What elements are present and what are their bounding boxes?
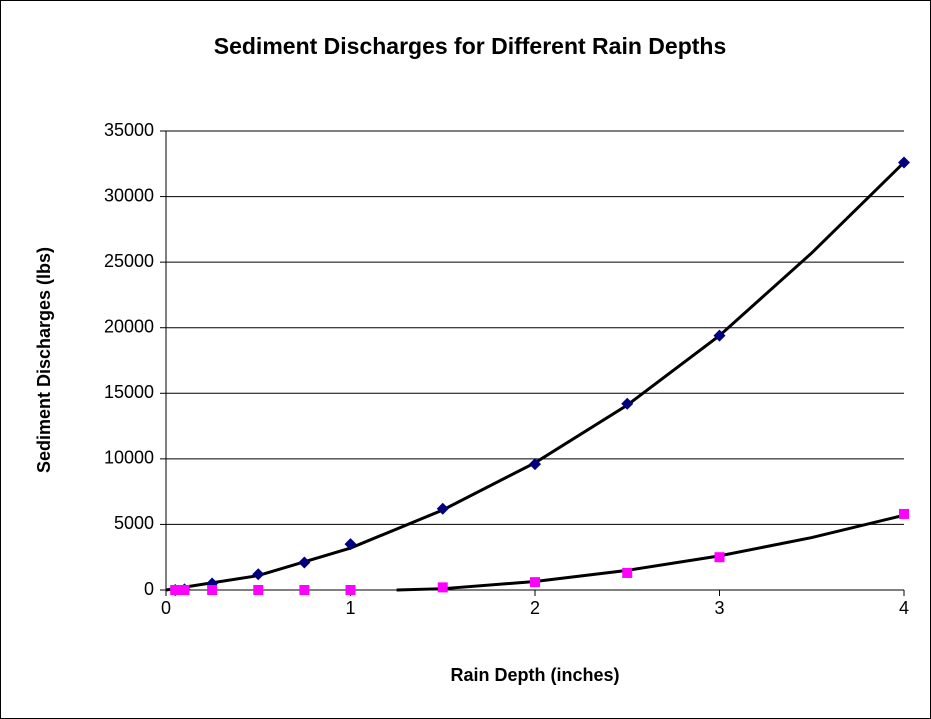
marker (529, 458, 541, 471)
marker (179, 585, 190, 595)
x-tick-label: 2 (530, 598, 540, 618)
marker (898, 156, 910, 169)
marker (344, 538, 357, 551)
marker (530, 577, 540, 588)
y-tick-label: 30000 (104, 185, 154, 205)
marker (436, 502, 449, 515)
marker (437, 582, 448, 593)
marker (299, 585, 310, 595)
marker (170, 585, 181, 595)
y-tick-label: 25000 (104, 251, 154, 271)
x-tick-label: 0 (161, 598, 171, 618)
y-tick-label: 10000 (104, 448, 154, 468)
marker (252, 568, 265, 581)
x-tick-label: 4 (899, 598, 909, 618)
y-tick-label: 35000 (104, 120, 154, 140)
y-tick-label: 5000 (114, 513, 154, 533)
marker (207, 585, 218, 595)
chart-title: Sediment Discharges for Different Rain D… (214, 33, 727, 59)
y-tick-label: 15000 (104, 382, 154, 402)
marker (899, 508, 909, 519)
marker (714, 552, 725, 563)
marker (298, 556, 311, 569)
y-axis-label: Sediment Discharges (lbs) (34, 247, 54, 473)
y-tick-label: 20000 (104, 316, 154, 336)
marker (253, 585, 264, 595)
marker (713, 329, 726, 342)
marker (621, 397, 634, 410)
marker (622, 567, 633, 578)
y-tick-label: 0 (144, 579, 154, 599)
x-tick-label: 3 (714, 598, 724, 618)
marker (345, 585, 356, 595)
x-axis-label: Rain Depth (inches) (450, 665, 619, 685)
x-tick-label: 1 (345, 598, 355, 618)
